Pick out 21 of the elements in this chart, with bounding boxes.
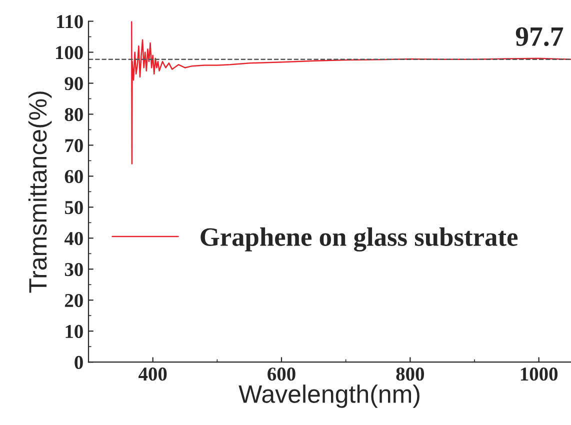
y-tick-label: 90 <box>64 77 83 90</box>
x-tick-label: 600 <box>268 368 296 381</box>
legend-label: Graphene on glass substrate <box>200 227 518 252</box>
y-tick-label: 70 <box>65 139 83 152</box>
y-tick-label: 110 <box>57 15 83 28</box>
line-series <box>130 21 571 164</box>
y-tick-label: 20 <box>65 294 83 308</box>
y-axis-title: Tramsmittance(%) <box>28 92 52 293</box>
y-tick-label: 0 <box>74 356 83 370</box>
y-tick-label: 10 <box>66 324 83 338</box>
x-tick-label: 800 <box>396 368 424 381</box>
x-tick-label: 400 <box>138 368 167 381</box>
x-tick-label: 1000 <box>520 368 558 381</box>
y-tick-label: 30 <box>64 262 83 276</box>
ref-line-label: 97.7 <box>516 27 564 46</box>
y-tick-label: 50 <box>64 200 83 214</box>
y-tick-label: 100 <box>56 46 83 60</box>
y-tick-label: 80 <box>64 108 83 122</box>
y-tick-label: 40 <box>64 232 83 246</box>
y-tick-label: 60 <box>64 170 83 184</box>
x-axis-title: Wavelength(nm) <box>238 384 420 408</box>
